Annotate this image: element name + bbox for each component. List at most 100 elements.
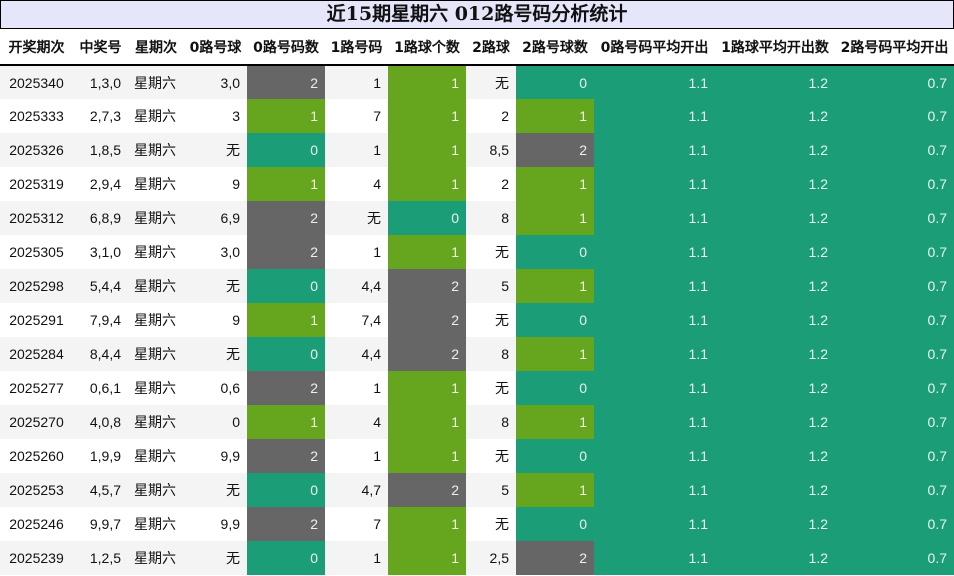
avg0-cell: 1.1 (594, 541, 715, 575)
r0-balls-cell: 无 (184, 337, 247, 371)
period-cell: 2025340 (0, 65, 73, 99)
period-cell: 2025319 (0, 167, 73, 201)
avg2-cell: 0.7 (835, 133, 954, 167)
r1-count-cell: 1 (388, 405, 466, 439)
header-weekday: 星期次 (128, 29, 184, 66)
r2-balls-cell: 2 (466, 167, 516, 201)
r2-balls-cell: 5 (466, 269, 516, 303)
avg1-cell: 1.2 (715, 473, 835, 507)
numbers-cell: 4,0,8 (73, 405, 128, 439)
numbers-cell: 9,9,7 (73, 507, 128, 541)
r2-count-cell: 0 (516, 235, 594, 269)
numbers-cell: 1,2,5 (73, 541, 128, 575)
r0-count-cell: 2 (247, 439, 325, 473)
r2-balls-cell: 8,5 (466, 133, 516, 167)
avg1-cell: 1.2 (715, 371, 835, 405)
r1-balls-cell: 4,4 (325, 337, 388, 371)
r2-count-cell: 0 (516, 507, 594, 541)
avg0-cell: 1.1 (594, 439, 715, 473)
period-cell: 2025326 (0, 133, 73, 167)
weekday-cell: 星期六 (128, 303, 184, 337)
header-period: 开奖期次 (0, 29, 73, 66)
avg1-cell: 1.2 (715, 405, 835, 439)
avg2-cell: 0.7 (835, 235, 954, 269)
r0-balls-cell: 3 (184, 99, 247, 133)
table-row: 2025246 9,9,7 星期六 9,9 2 7 1 无 0 1.1 1.2 0.7 (0, 507, 954, 541)
avg0-cell: 1.1 (594, 371, 715, 405)
avg1-cell: 1.2 (715, 269, 835, 303)
r1-balls-cell: 1 (325, 65, 388, 99)
r2-balls-cell: 8 (466, 201, 516, 235)
r1-count-cell: 2 (388, 473, 466, 507)
period-cell: 2025277 (0, 371, 73, 405)
r2-count-cell: 2 (516, 541, 594, 575)
r0-count-cell: 2 (247, 507, 325, 541)
avg0-cell: 1.1 (594, 99, 715, 133)
r1-count-cell: 2 (388, 337, 466, 371)
avg0-cell: 1.1 (594, 337, 715, 371)
header-r1-count: 1路球个数 (388, 29, 466, 66)
analysis-table: 开奖期次 中奖号 星期次 0路号球 0路号码数 1路号码 1路球个数 2路球 2… (0, 29, 954, 575)
r2-count-cell: 1 (516, 473, 594, 507)
r0-balls-cell: 无 (184, 269, 247, 303)
avg0-cell: 1.1 (594, 65, 715, 99)
weekday-cell: 星期六 (128, 371, 184, 405)
avg1-cell: 1.2 (715, 201, 835, 235)
avg0-cell: 1.1 (594, 269, 715, 303)
avg1-cell: 1.2 (715, 167, 835, 201)
header-r2-count: 2路号球数 (516, 29, 594, 66)
r2-balls-cell: 无 (466, 65, 516, 99)
r1-balls-cell: 4,4 (325, 269, 388, 303)
avg1-cell: 1.2 (715, 133, 835, 167)
avg2-cell: 0.7 (835, 65, 954, 99)
avg0-cell: 1.1 (594, 303, 715, 337)
avg0-cell: 1.1 (594, 235, 715, 269)
r0-count-cell: 1 (247, 167, 325, 201)
r2-count-cell: 1 (516, 269, 594, 303)
r2-balls-cell: 无 (466, 235, 516, 269)
numbers-cell: 1,3,0 (73, 65, 128, 99)
numbers-cell: 7,9,4 (73, 303, 128, 337)
r0-count-cell: 0 (247, 473, 325, 507)
table-row: 2025253 4,5,7 星期六无 0 4,7 2 5 1 1.1 1.2 0.7 (0, 473, 954, 507)
avg2-cell: 0.7 (835, 303, 954, 337)
avg0-cell: 1.1 (594, 133, 715, 167)
table-row: 2025239 1,2,5 星期六无 0 1 1 2,5 2 1.1 1.2 0.7 (0, 541, 954, 575)
numbers-cell: 5,4,4 (73, 269, 128, 303)
header-numbers: 中奖号 (73, 29, 128, 66)
r0-count-cell: 2 (247, 201, 325, 235)
avg2-cell: 0.7 (835, 269, 954, 303)
r2-count-cell: 2 (516, 133, 594, 167)
numbers-cell: 3,1,0 (73, 235, 128, 269)
period-cell: 2025246 (0, 507, 73, 541)
r1-balls-cell: 7 (325, 99, 388, 133)
r2-count-cell: 0 (516, 439, 594, 473)
weekday-cell: 星期六 (128, 65, 184, 99)
avg1-cell: 1.2 (715, 65, 835, 99)
header-avg0: 0路号码平均开出 (594, 29, 715, 66)
weekday-cell: 星期六 (128, 337, 184, 371)
r1-balls-cell: 4 (325, 167, 388, 201)
r2-balls-cell: 8 (466, 337, 516, 371)
r0-balls-cell: 9,9 (184, 439, 247, 473)
r2-balls-cell: 2 (466, 99, 516, 133)
r1-count-cell: 2 (388, 269, 466, 303)
r1-balls-cell: 1 (325, 541, 388, 575)
r2-balls-cell: 8 (466, 405, 516, 439)
r1-count-cell: 1 (388, 371, 466, 405)
avg1-cell: 1.2 (715, 235, 835, 269)
r2-balls-cell: 无 (466, 371, 516, 405)
avg2-cell: 0.7 (835, 337, 954, 371)
avg2-cell: 0.7 (835, 371, 954, 405)
r1-balls-cell: 1 (325, 235, 388, 269)
table-row: 2025305 3,1,0 星期六 3,0 2 1 1 无 0 1.1 1.2 0.7 (0, 235, 954, 269)
r1-count-cell: 1 (388, 439, 466, 473)
r1-count-cell: 1 (388, 541, 466, 575)
r1-count-cell: 1 (388, 99, 466, 133)
r1-count-cell: 1 (388, 507, 466, 541)
period-cell: 2025298 (0, 269, 73, 303)
r0-count-cell: 2 (247, 235, 325, 269)
r0-balls-cell: 0,6 (184, 371, 247, 405)
r0-balls-cell: 无 (184, 473, 247, 507)
avg0-cell: 1.1 (594, 167, 715, 201)
